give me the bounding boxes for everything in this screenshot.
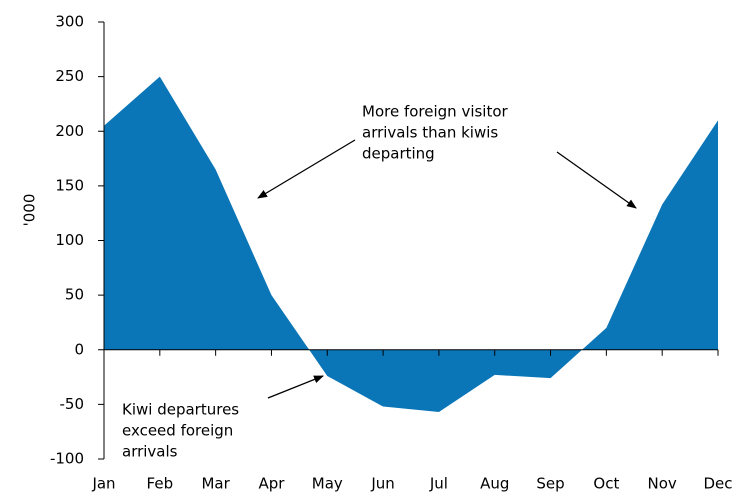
annotation-arrow <box>257 139 356 199</box>
annotation: exceed foreign <box>122 422 233 440</box>
y-tick-label: 200 <box>55 122 84 140</box>
annotation-arrow <box>556 151 637 209</box>
annotation: Kiwi departures <box>122 401 239 419</box>
annotation-arrow <box>267 375 324 399</box>
x-tick-label: Apr <box>258 475 285 493</box>
x-tick-label: Oct <box>593 475 619 493</box>
y-tick-label: 300 <box>55 13 84 31</box>
annotation: departing <box>362 145 435 163</box>
annotation: More foreign visitor <box>362 103 509 121</box>
x-tick-label: Jan <box>91 475 115 493</box>
y-axis-label: '000 <box>21 194 39 227</box>
y-tick-label: -50 <box>60 395 85 413</box>
annotation: arrivals <box>122 443 178 461</box>
area <box>104 76 718 413</box>
x-tick-label: Jun <box>370 475 394 493</box>
annotation: arrivals than kiwis <box>362 124 498 142</box>
y-tick-label: 0 <box>74 340 84 358</box>
x-tick-label: Dec <box>703 475 732 493</box>
x-tick-label: Nov <box>648 475 677 493</box>
y-tick-label: 50 <box>65 286 84 304</box>
x-tick-label: May <box>312 475 343 493</box>
x-tick-label: Aug <box>480 475 509 493</box>
x-tick-label: Feb <box>147 475 174 493</box>
y-tick-label: 250 <box>55 67 84 85</box>
x-tick-label: Sep <box>536 475 564 493</box>
y-tick-label: -100 <box>50 450 84 468</box>
y-tick-label: 150 <box>55 176 84 194</box>
x-tick-label: Mar <box>201 475 230 493</box>
y-tick-label: 100 <box>55 231 84 249</box>
x-tick-label: Jul <box>429 475 448 493</box>
